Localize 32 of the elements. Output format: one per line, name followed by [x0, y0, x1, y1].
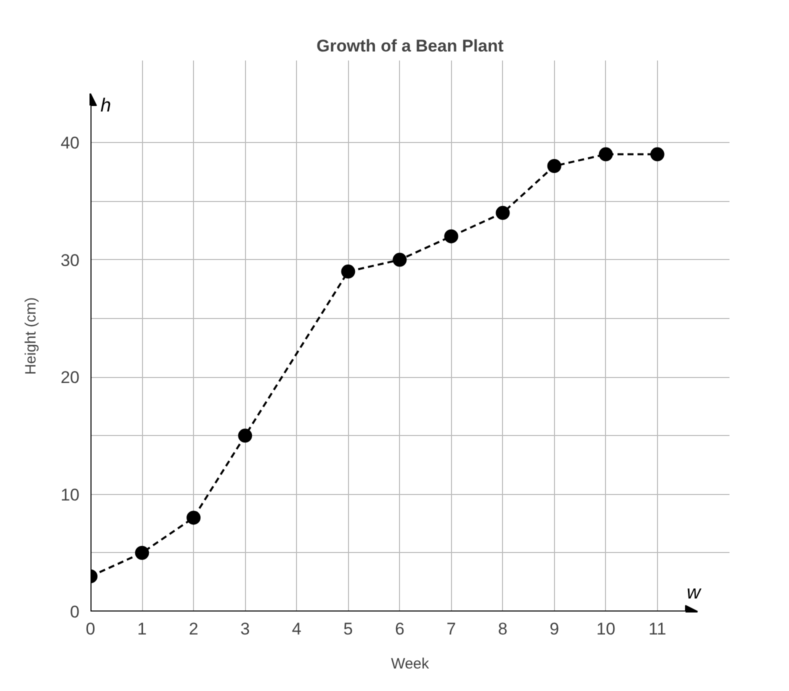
point [392, 252, 407, 267]
x-tick-label: 0 [86, 620, 96, 638]
point [496, 206, 510, 220]
annotation: h [100, 96, 112, 117]
x-tick-label: 1 [137, 620, 147, 638]
annotation: w [686, 582, 702, 604]
y-tick-label: 0 [70, 602, 80, 622]
y-tick-label: 40 [60, 134, 80, 153]
point [238, 428, 252, 443]
y-tick-label: 20 [60, 368, 80, 388]
y-tick-label: 10 [60, 485, 80, 504]
chart-title: Growth of a Bean Plant [316, 36, 504, 56]
y-axis-title: Height (cm) [22, 297, 40, 375]
x-tick-label: 8 [498, 620, 508, 638]
x-tick-label: 10 [596, 620, 616, 638]
point [135, 546, 150, 560]
x-tick-label: 6 [394, 620, 404, 638]
x-tick-label: 7 [446, 620, 456, 638]
x-axis-title: Week [390, 656, 430, 672]
point [547, 159, 562, 173]
x-tick-label: 9 [550, 620, 560, 638]
point [341, 264, 356, 279]
point [598, 147, 613, 162]
x-tick-label: 3 [240, 620, 250, 638]
point [650, 147, 664, 162]
y-tick-label: 30 [60, 250, 80, 270]
x-tick-label: 5 [343, 620, 353, 638]
point [444, 229, 458, 244]
x-tick-label: 11 [648, 620, 666, 638]
x-tick-label: 4 [292, 620, 302, 638]
point [186, 510, 201, 525]
x-tick-label: 2 [188, 620, 198, 638]
